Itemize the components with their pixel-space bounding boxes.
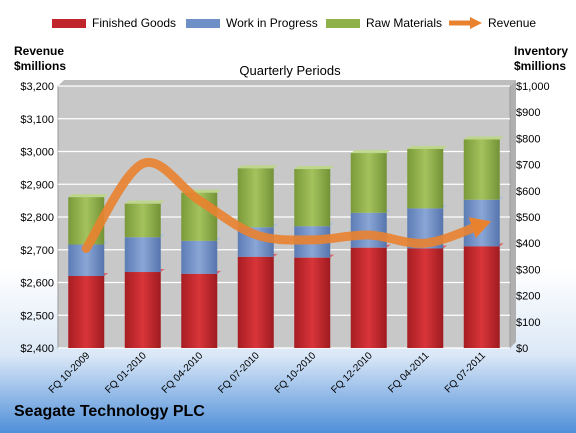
left-tick-label: $2,800 xyxy=(20,212,54,224)
company-name: Seagate Technology PLC xyxy=(14,403,205,420)
right-tick-label: $900 xyxy=(516,107,540,119)
left-tick-label: $3,200 xyxy=(20,81,54,93)
left-axis-title-line1: Revenue xyxy=(14,44,65,58)
right-axis-title-line1: Inventory xyxy=(514,44,569,58)
x-tick-label: FQ 04-2011 xyxy=(386,350,431,395)
left-tick-label: $2,600 xyxy=(20,278,54,290)
bar-raw-materials-top xyxy=(407,145,448,149)
bar-raw-materials-top xyxy=(463,136,504,140)
left-tick-label: $2,500 xyxy=(20,310,54,322)
x-tick-label: FQ 01-2010 xyxy=(103,350,149,396)
bar-raw-materials-top xyxy=(68,194,109,198)
revenue-arrowhead xyxy=(468,217,492,239)
bar-raw-materials-top xyxy=(294,166,335,170)
right-tick-label: $1,000 xyxy=(516,81,550,93)
plot-side-wall xyxy=(510,80,516,348)
right-tick-label: $100 xyxy=(516,317,540,329)
bar-finished-goods xyxy=(124,272,161,348)
legend-label-raw-materials: Raw Materials xyxy=(366,16,443,30)
chart-title: Quarterly Periods xyxy=(239,63,341,78)
right-tick-label: $700 xyxy=(516,160,540,172)
bar-finished-goods xyxy=(294,257,331,348)
bar-raw-materials-top xyxy=(124,200,165,204)
left-tick-label: $3,100 xyxy=(20,114,54,126)
bar-raw-materials xyxy=(124,203,161,238)
bar-finished-goods xyxy=(350,247,387,348)
left-tick-label: $2,700 xyxy=(20,245,54,257)
right-axis-title-line2: $millions xyxy=(514,59,567,73)
right-tick-label: $200 xyxy=(516,291,540,303)
left-tick-label: $3,000 xyxy=(20,147,54,159)
bar-raw-materials xyxy=(463,139,500,200)
right-tick-label: $800 xyxy=(516,133,540,145)
legend-item-revenue: Revenue xyxy=(448,16,536,30)
bar-raw-materials xyxy=(407,148,444,209)
bar-finished-goods xyxy=(407,248,444,348)
x-tick-label: FQ 07-2011 xyxy=(443,350,488,395)
bar-raw-materials-top xyxy=(237,165,278,169)
left-axis-title: Revenue $millions xyxy=(14,44,66,74)
bar-finished-goods xyxy=(237,256,274,348)
x-tick-label: FQ 10-2010 xyxy=(273,350,319,396)
x-tick-label: FQ 10-2009 xyxy=(47,350,93,396)
bar-work-in-progress xyxy=(124,237,161,273)
bar-work-in-progress xyxy=(181,240,218,274)
legend-swatch-revenue xyxy=(449,17,482,29)
x-tick-label: FQ 04-2010 xyxy=(160,350,206,396)
legend-swatch-work-in-progress xyxy=(186,18,220,28)
legend-item-raw-materials: Raw Materials xyxy=(326,16,442,30)
bar-raw-materials xyxy=(294,169,331,227)
right-tick-label: $0 xyxy=(516,343,528,355)
legend-item-finished-goods: Finished Goods xyxy=(52,16,176,30)
right-axis-title: Inventory $millions xyxy=(514,44,568,74)
left-tick-label: $2,400 xyxy=(20,343,54,355)
bar-work-in-progress xyxy=(350,212,387,248)
bar-finished-goods xyxy=(181,273,218,348)
revenue-line xyxy=(81,157,487,253)
legend-swatch-raw-materials xyxy=(326,18,360,28)
right-tick-label: $500 xyxy=(516,212,540,224)
bar-finished-goods xyxy=(463,246,500,348)
bar-finished-goods xyxy=(68,275,105,348)
x-tick-label: FQ 12-2010 xyxy=(329,350,375,396)
legend-label-revenue: Revenue xyxy=(488,16,537,30)
legend-label-finished-goods: Finished Goods xyxy=(92,16,177,30)
legend-item-work-in-progress: Work in Progress xyxy=(186,16,318,30)
legend-label-work-in-progress: Work in Progress xyxy=(226,16,318,30)
right-tick-label: $300 xyxy=(516,264,540,276)
legend-swatch-finished-goods xyxy=(52,18,86,28)
bar-raw-materials xyxy=(350,153,387,213)
right-tick-label: $400 xyxy=(516,238,540,250)
legend: Finished Goods Work in Progress Raw Mate… xyxy=(0,12,576,34)
right-tick-label: $600 xyxy=(516,186,540,198)
plot-top-wall xyxy=(58,80,516,86)
left-axis-title-line2: $millions xyxy=(14,59,67,73)
left-tick-label: $2,900 xyxy=(20,179,54,191)
bar-raw-materials xyxy=(237,168,274,228)
x-tick-label: FQ 07-2010 xyxy=(216,350,262,396)
bar-raw-materials-top xyxy=(350,150,391,154)
